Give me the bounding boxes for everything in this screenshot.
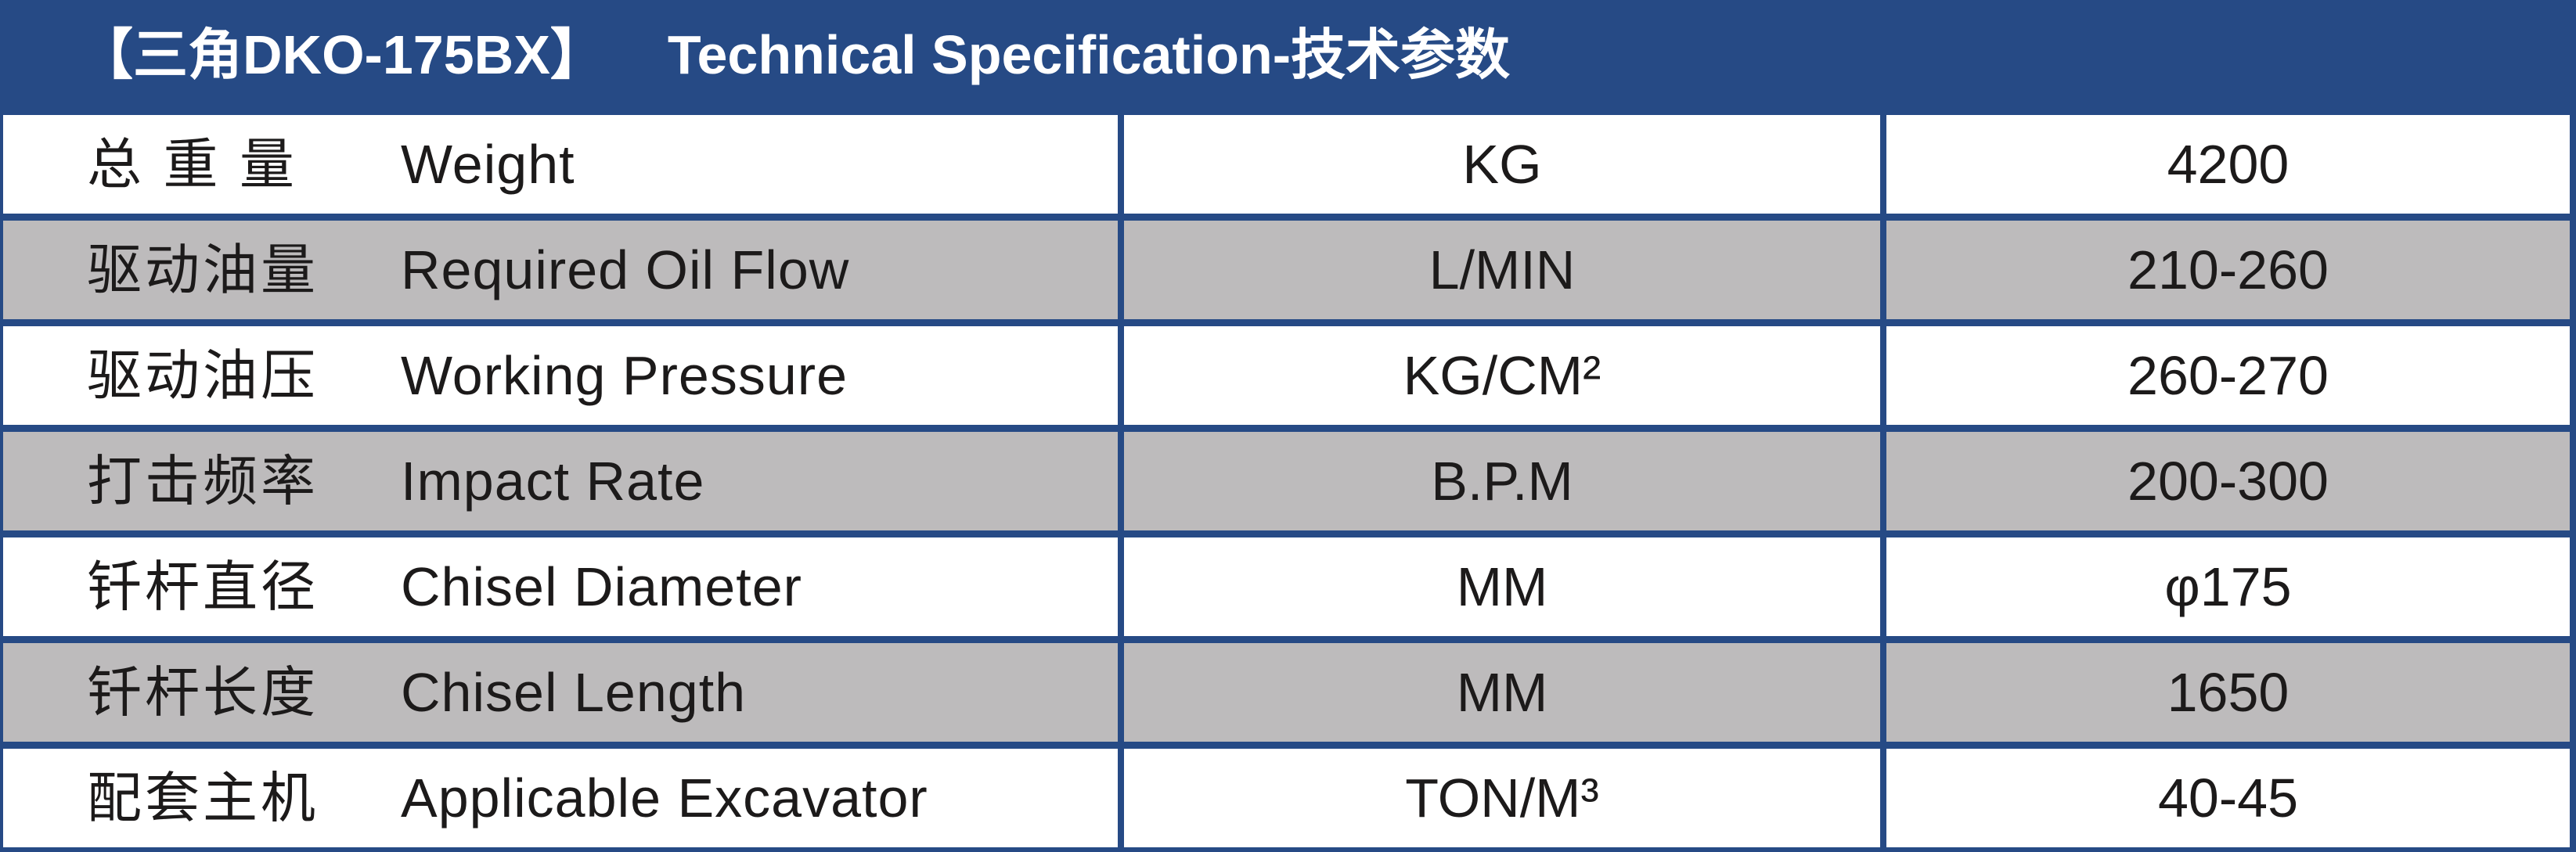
table-row: 配套主机 Applicable Excavator TON/M³ 40-45 [0,749,2576,847]
parameter-cell: 驱动油量 Required Oil Flow [3,221,1118,319]
table-row: 钎杆长度 Chisel Length MM 1650 [0,643,2576,742]
parameter-name-en: Required Oil Flow [401,239,850,300]
parameter-name-en: Working Pressure [401,345,848,406]
table-row: 总 重 量 Weight KG 4200 [0,115,2576,214]
parameter-name-zh: 钎杆直径 [87,556,319,617]
value-cell: 1650 [1886,643,2570,742]
value-cell: 260-270 [1886,326,2570,425]
parameter-name-zh: 配套主机 [87,768,319,829]
parameter-name-en: Chisel Length [401,662,747,723]
unit-cell: TON/M³ [1124,749,1880,847]
parameter-name-zh: 总 重 量 [87,134,297,195]
parameter-name-en: Applicable Excavator [401,768,928,829]
parameter-name-en: Chisel Diameter [401,556,802,617]
parameter-name-zh: 钎杆长度 [87,662,319,723]
model-name: 【三角DKO-175BX】 [78,24,605,85]
parameter-name-zh: 驱动油压 [87,345,319,406]
unit-cell: L/MIN [1124,221,1880,319]
value-cell: 210-260 [1886,221,2570,319]
parameter-cell: 打击频率 Impact Rate [3,432,1118,530]
parameter-cell: 钎杆直径 Chisel Diameter [3,537,1118,636]
value-cell: 4200 [1886,115,2570,214]
unit-cell: B.P.M [1124,432,1880,530]
parameter-cell: 总 重 量 Weight [3,115,1118,214]
value-cell: 40-45 [1886,749,2570,847]
parameter-cell: 驱动油压 Working Pressure [3,326,1118,425]
table-row: 钎杆直径 Chisel Diameter MM φ175 [0,537,2576,636]
unit-cell: MM [1124,537,1880,636]
parameter-cell: 配套主机 Applicable Excavator [3,749,1118,847]
table-row: 驱动油量 Required Oil Flow L/MIN 210-260 [0,221,2576,319]
parameter-name-en: Impact Rate [401,451,705,512]
unit-cell: KG/CM² [1124,326,1880,425]
parameter-name-zh: 打击频率 [87,451,319,512]
parameter-cell: 钎杆长度 Chisel Length [3,643,1118,742]
unit-cell: MM [1124,643,1880,742]
parameter-name-en: Weight [401,134,575,195]
title-text: Technical Specification-技术参数 [667,24,1511,85]
value-cell: 200-300 [1886,432,2570,530]
value-cell: φ175 [1886,537,2570,636]
table-row: 打击频率 Impact Rate B.P.M 200-300 [0,432,2576,530]
table-row: 驱动油压 Working Pressure KG/CM² 260-270 [0,326,2576,425]
parameter-name-zh: 驱动油量 [87,239,319,300]
unit-cell: KG [1124,115,1880,214]
table-title: 【三角DKO-175BX】 Technical Specification-技术参… [78,16,1510,94]
